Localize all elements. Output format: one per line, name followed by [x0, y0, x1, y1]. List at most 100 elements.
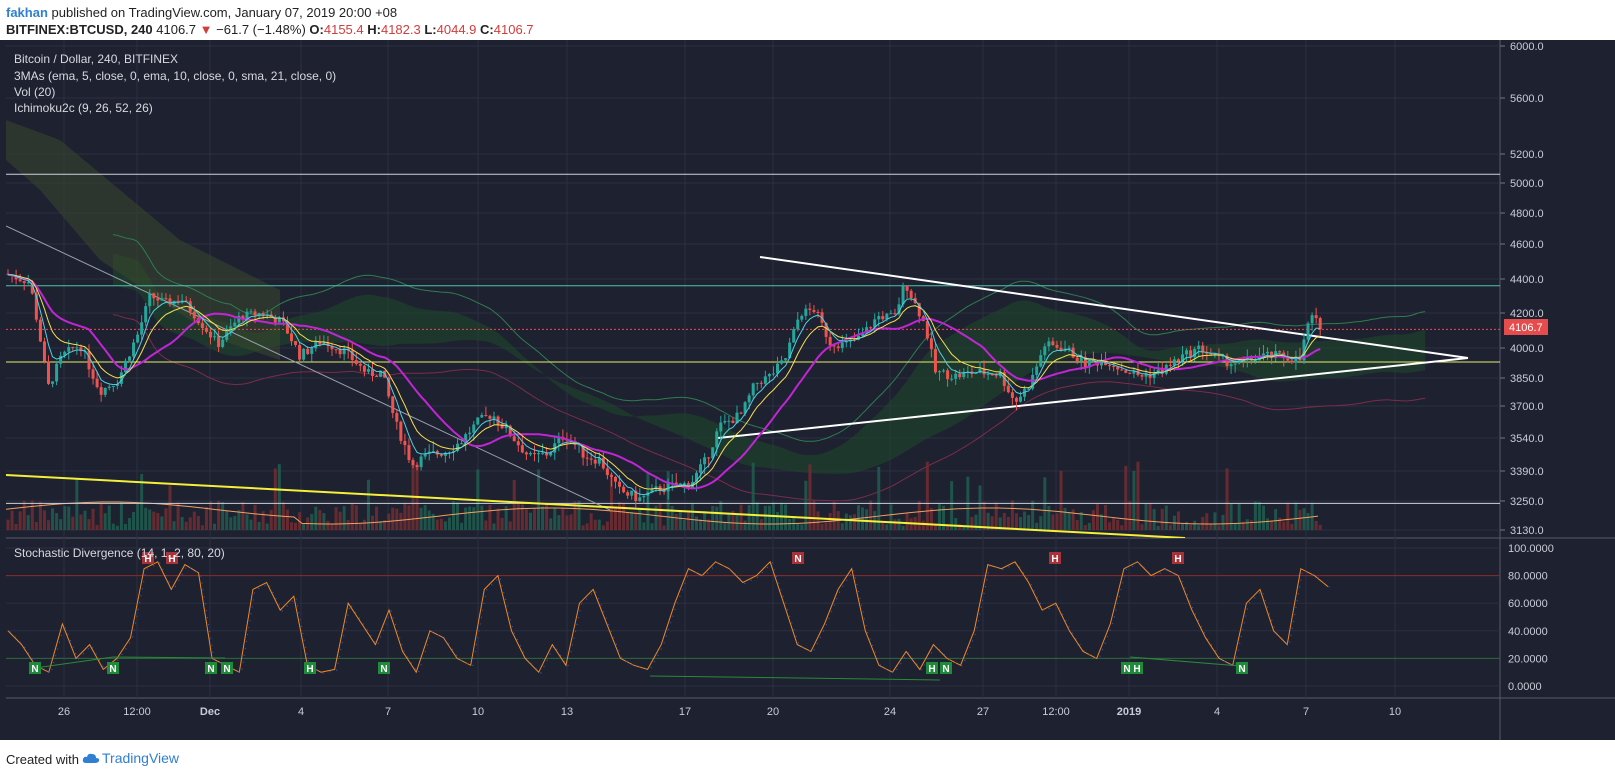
volume-bar	[115, 525, 119, 530]
volume-bar	[727, 513, 731, 530]
candle-body	[524, 452, 528, 455]
volume-bar	[634, 512, 638, 530]
candle-body	[877, 316, 881, 320]
candle-body	[581, 444, 585, 458]
candle-body	[91, 369, 95, 379]
candle-body	[1144, 374, 1148, 377]
candle-body	[929, 338, 933, 350]
candle-body	[1221, 355, 1225, 357]
candle-body	[456, 443, 460, 451]
volume-bar	[314, 506, 318, 530]
candle-body	[759, 382, 763, 384]
volume-bar	[326, 520, 330, 530]
volume-bar	[674, 514, 678, 530]
candle-body	[1294, 356, 1298, 363]
candle-body	[1193, 348, 1197, 358]
candle-body	[1168, 364, 1172, 366]
volume-bar	[1217, 525, 1221, 530]
volume-bar	[1185, 521, 1189, 530]
candle-body	[128, 356, 131, 361]
candle-body	[889, 313, 893, 315]
volume-bar	[38, 501, 42, 530]
volume-bar	[1108, 522, 1112, 530]
volume-bar	[747, 504, 751, 530]
candle-body	[792, 329, 796, 343]
volume-bar	[362, 519, 366, 530]
candle-body	[452, 450, 455, 453]
divergence-marker	[1121, 662, 1133, 674]
candle-body	[516, 441, 520, 446]
volume-bar	[577, 500, 581, 530]
volume-bar	[1306, 512, 1310, 530]
volume-bar	[435, 519, 439, 530]
volume-bar	[1071, 509, 1075, 530]
candle-body	[1176, 359, 1180, 362]
volume-bar	[1298, 509, 1302, 530]
candle-body	[47, 361, 50, 384]
low-label: L:	[424, 22, 437, 37]
author-link[interactable]: fakhan	[6, 5, 48, 20]
candle-body	[638, 497, 642, 501]
triangle-upper-line	[759, 256, 1469, 359]
volume-bar	[808, 464, 812, 530]
volume-bar	[755, 502, 759, 530]
divergence-marker-label: N	[207, 664, 214, 675]
candle-body	[1229, 364, 1233, 367]
volume-bar	[379, 521, 383, 530]
candle-body	[140, 322, 144, 335]
candle-body	[808, 308, 812, 310]
low-value: 4044.9	[436, 22, 477, 37]
volume-bar	[735, 513, 739, 530]
candle-body	[42, 341, 46, 362]
volume-bar	[1290, 523, 1294, 530]
divergence-line	[34, 656, 114, 669]
volume-bar	[464, 507, 468, 530]
candle-body	[1100, 360, 1103, 366]
volume-bar	[160, 516, 164, 530]
candle-body	[152, 293, 156, 299]
divergence-marker-label: H	[168, 554, 175, 565]
symbol-name: BITFINEX:BTCUSD, 240	[6, 22, 153, 37]
candle-body	[354, 360, 358, 364]
volume-bar	[257, 521, 261, 530]
candle-body	[431, 451, 435, 453]
candle-body	[719, 422, 723, 432]
tradingview-logo-text[interactable]: TradingView	[102, 750, 180, 766]
stoch-legend: Stochastic Divergence (14, 1, 2, 80, 20)	[14, 546, 225, 560]
candle-body	[533, 453, 536, 455]
volume-bar	[690, 502, 694, 530]
volume-bar	[99, 504, 103, 530]
volume-bar	[954, 518, 958, 530]
volume-bar	[917, 500, 921, 530]
volume-bar	[1164, 505, 1168, 530]
volume-bar	[1237, 503, 1241, 530]
candle-body	[1156, 369, 1160, 373]
volume-bar	[929, 507, 933, 530]
volume-bar	[751, 462, 755, 530]
volume-bar	[638, 509, 642, 530]
volume-bar	[492, 523, 496, 530]
candle-body	[1079, 356, 1083, 362]
candle-body	[978, 368, 982, 373]
time-tick-label: 13	[561, 706, 573, 718]
ichimoku-early-band	[6, 120, 280, 360]
volume-ma-line	[6, 501, 1319, 525]
candle-body	[472, 424, 476, 433]
candle-body	[630, 490, 634, 496]
volume-bar	[1274, 509, 1278, 530]
volume-bar	[1031, 500, 1035, 530]
volume-bar	[553, 508, 557, 530]
candle-body	[832, 345, 836, 347]
stoch-tick-label: 20.0000	[1508, 653, 1548, 665]
candle-body	[375, 375, 379, 377]
volume-bar	[524, 509, 528, 530]
candle-body	[55, 363, 59, 382]
price-chart[interactable]: N NH HN N H NNH NHN HHN 6000.05600.05200.05000.…	[0, 40, 1615, 740]
candle-body	[71, 346, 75, 349]
candle-body	[403, 440, 407, 446]
volume-bar	[1059, 470, 1063, 530]
price-axis	[1500, 40, 1615, 740]
volume-bar	[184, 521, 188, 530]
volume-bar	[865, 509, 869, 530]
